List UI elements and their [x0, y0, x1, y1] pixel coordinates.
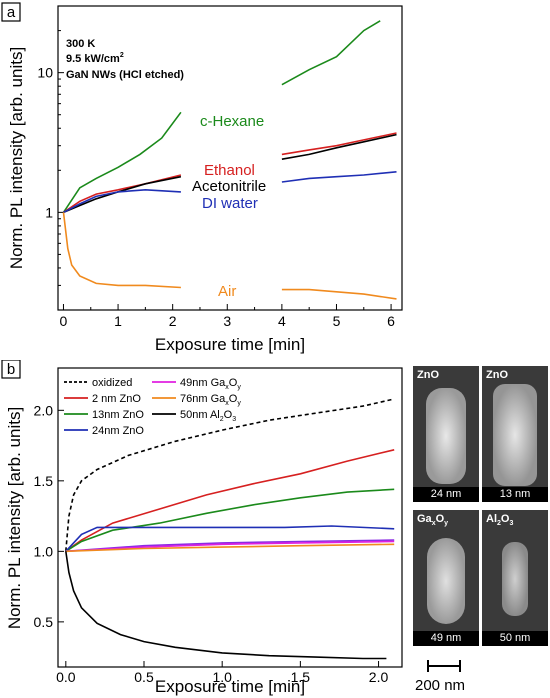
series-line-air	[62, 212, 181, 289]
series-line-6	[65, 543, 395, 553]
series-lines-b	[65, 398, 395, 660]
x-tick-label: 3	[223, 313, 231, 329]
sem-thickness-label: 49 nm	[413, 631, 479, 646]
legend-b: oxidized 2 nm ZnO 13nm ZnO 24nm ZnO 49nm Gax…	[64, 377, 241, 437]
sem-image-zno-24nm: ZnO 24 nm	[413, 366, 479, 502]
y-axis-label-a: Norm. PL intensity [arb. units]	[7, 47, 26, 269]
legend-label: 13nm ZnO	[92, 409, 144, 421]
ann-power: 9.5 kW/cm2	[66, 52, 124, 65]
legend-label: 76nm GaxOy	[180, 393, 241, 407]
sem-thickness-label: 24 nm	[413, 487, 479, 502]
series-line-di-water	[63, 188, 181, 214]
series-line-acetonitrile	[63, 175, 182, 214]
x-tick-label: 2	[169, 313, 177, 329]
x-axis-label-b: Exposure time [min]	[155, 677, 305, 696]
label-air: Air	[218, 283, 236, 300]
series-line-air	[281, 288, 397, 300]
series-line-1	[65, 449, 395, 552]
panel-b-letter-box	[1, 360, 21, 379]
annotation-a: 300 K 9.5 kW/cm2 GaN NWs (HCl etched)	[66, 38, 184, 81]
series-line-c-hexane	[62, 111, 182, 213]
sem-material-label: Al2O3	[486, 513, 514, 528]
nanowire-image	[493, 384, 537, 486]
chart-a: a 0 1 2 3 4 5 6 1 10 300 K 9.5 kW/cm2 GaN NWs (…	[1, 2, 403, 354]
y-axis-label-b: Norm. PL intensity [arb. units]	[5, 407, 24, 629]
series-line-7	[65, 551, 387, 660]
x-tick-label: 1.0	[212, 669, 232, 685]
series-labels-a: c-Hexane Ethanol Acetonitrile DI water A…	[192, 113, 266, 300]
series-line-di-water	[281, 171, 397, 183]
series-line-4	[65, 539, 395, 553]
series-line-5	[65, 540, 395, 553]
nanowire-image	[427, 538, 465, 624]
x-tick-label: 0.0	[56, 669, 76, 685]
nanowire-image	[426, 388, 466, 484]
label-ethanol: Ethanol	[204, 162, 255, 179]
x-tick-label: 1	[114, 313, 122, 329]
series-line-0	[65, 398, 395, 552]
legend-label: 24nm ZnO	[92, 425, 144, 437]
series-line-acetonitrile	[281, 133, 397, 160]
label-di-water: DI water	[202, 195, 258, 212]
x-tick-label: 1.5	[291, 669, 311, 685]
legend-label: 49nm GaxOy	[180, 377, 241, 391]
sem-image-al2o3-50nm: Al2O3 50 nm	[482, 510, 548, 646]
y-tick-label: 1.5	[34, 473, 54, 489]
y-tick-label: 0.5	[34, 614, 54, 630]
x-tick-label: 0	[60, 313, 68, 329]
x-tick-label: 2.0	[369, 669, 389, 685]
x-axis-ticks-a: 0 1 2 3 4 5 6	[60, 304, 395, 329]
nanowire-image	[502, 542, 528, 616]
panel-a-letter-box	[1, 2, 21, 22]
y-axis-ticks-b: 0.5 1.0 1.5 2.0	[34, 402, 64, 630]
panel-a-letter: a	[7, 4, 16, 21]
panel-b-letter: b	[7, 361, 15, 378]
series-line-ethanol	[281, 132, 397, 156]
legend-label: 50nm Al2O3	[180, 409, 236, 423]
label-c-hexane: c-Hexane	[200, 113, 264, 130]
legend-label: oxidized	[92, 377, 132, 389]
x-tick-label: 6	[387, 313, 395, 329]
series-lines-a	[62, 20, 397, 300]
sem-material-label: ZnO	[486, 369, 508, 381]
sem-image-gaxoy-49nm: GaxOy 49 nm	[413, 510, 479, 646]
y-tick-label: 1	[45, 204, 53, 220]
plot-b-frame	[57, 367, 403, 668]
y-tick-label: 10	[37, 65, 53, 81]
ann-sample: GaN NWs (HCl etched)	[66, 69, 184, 81]
x-tick-label: 4	[278, 313, 286, 329]
x-tick-label: 0.5	[134, 669, 154, 685]
sem-material-label: ZnO	[417, 369, 439, 381]
x-axis-label-a: Exposure time [min]	[155, 335, 305, 354]
chart-b: b 0.0 0.5 1.0 1.5 2.0 0.5 1.0 1.5 2.0 oxidized 2…	[1, 360, 403, 696]
scale-bar-label: 200 nm	[415, 677, 466, 694]
series-line-2	[65, 488, 395, 552]
sem-material-label: GaxOy	[417, 513, 449, 528]
y-tick-label: 2.0	[34, 402, 54, 418]
legend-label: 2 nm ZnO	[92, 393, 141, 405]
x-tick-label: 5	[333, 313, 341, 329]
sem-thickness-label: 50 nm	[482, 631, 548, 646]
label-acetonitrile: Acetonitrile	[192, 178, 266, 195]
series-line-c-hexane	[281, 20, 381, 86]
plot-a-frame	[57, 5, 403, 311]
series-line-3	[65, 525, 395, 552]
x-axis-ticks-b: 0.0 0.5 1.0 1.5 2.0	[56, 661, 388, 685]
y-tick-label: 1.0	[34, 543, 54, 559]
sem-image-zno-13nm: ZnO 13 nm	[482, 366, 548, 502]
sem-thickness-label: 13 nm	[482, 487, 548, 502]
y-axis-ticks-a: 1 10	[37, 30, 64, 286]
ann-temperature: 300 K	[66, 38, 95, 50]
scale-bar	[427, 660, 461, 672]
